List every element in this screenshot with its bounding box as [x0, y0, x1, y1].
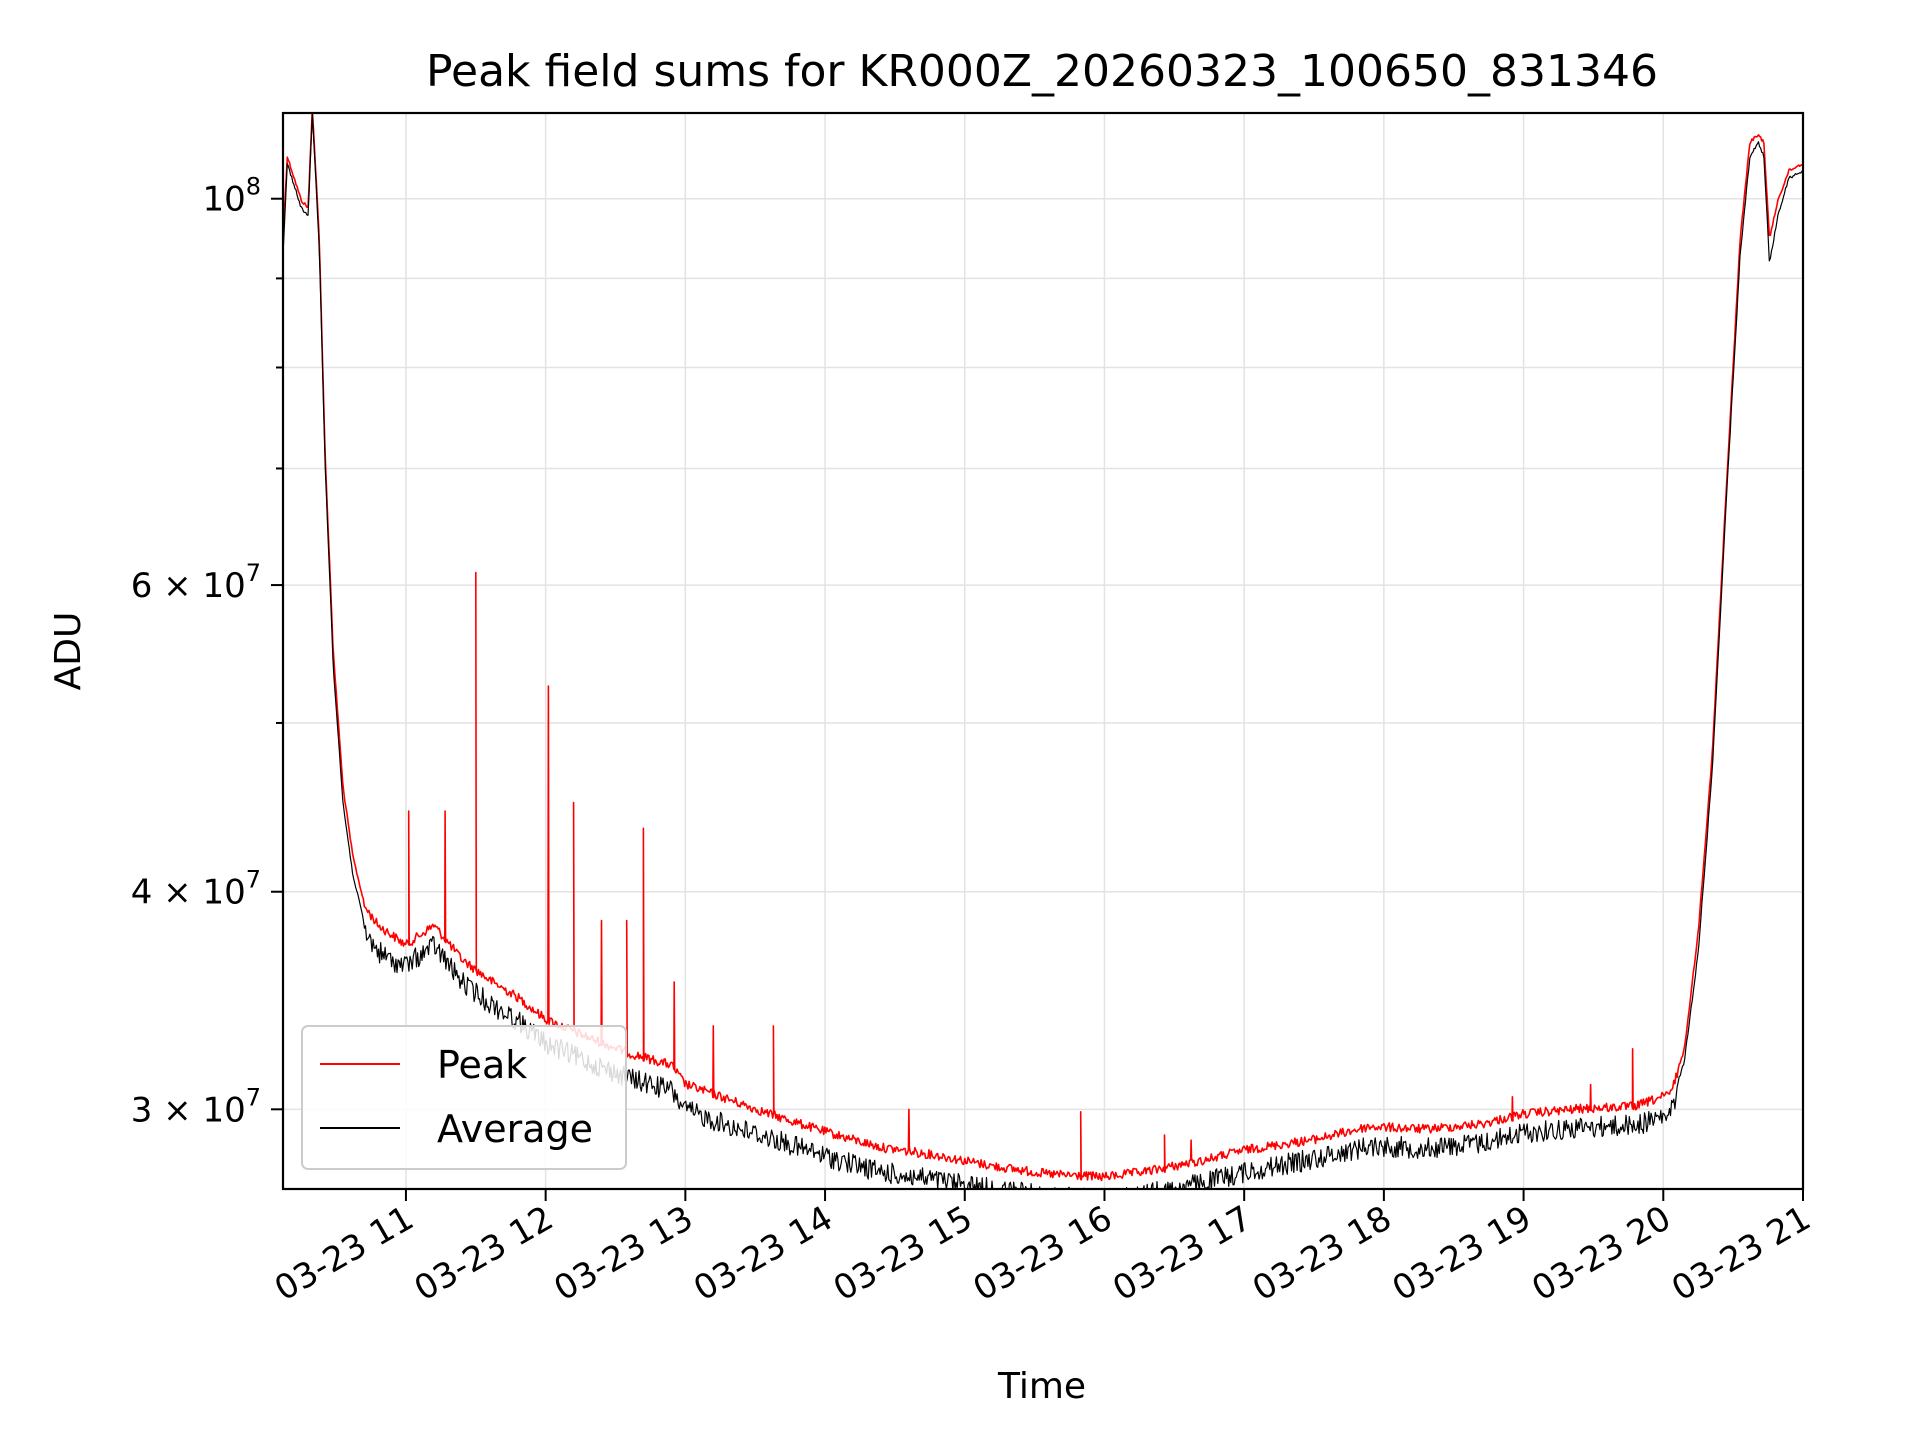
y-tick-label: 108	[202, 173, 261, 220]
legend-label-peak: Peak	[437, 1043, 527, 1087]
chart-title: Peak field sums for KR000Z_20260323_1006…	[426, 46, 1658, 97]
y-axis-label: ADU	[48, 612, 89, 691]
legend-label-average: Average	[437, 1107, 593, 1151]
series-line-peak	[283, 113, 1803, 1182]
legend: Peak Average	[301, 1025, 627, 1170]
legend-box	[301, 1025, 627, 1170]
x-axis-label: Time	[997, 1366, 1086, 1407]
y-axis: 108 6 × 107 4 × 107 3 × 107	[131, 173, 283, 1130]
y-tick-label: 3 × 107	[131, 1083, 261, 1130]
y-tick-label: 4 × 107	[131, 866, 261, 913]
y-tick-label: 6 × 107	[131, 559, 261, 606]
plot-frame	[281, 111, 1805, 1191]
